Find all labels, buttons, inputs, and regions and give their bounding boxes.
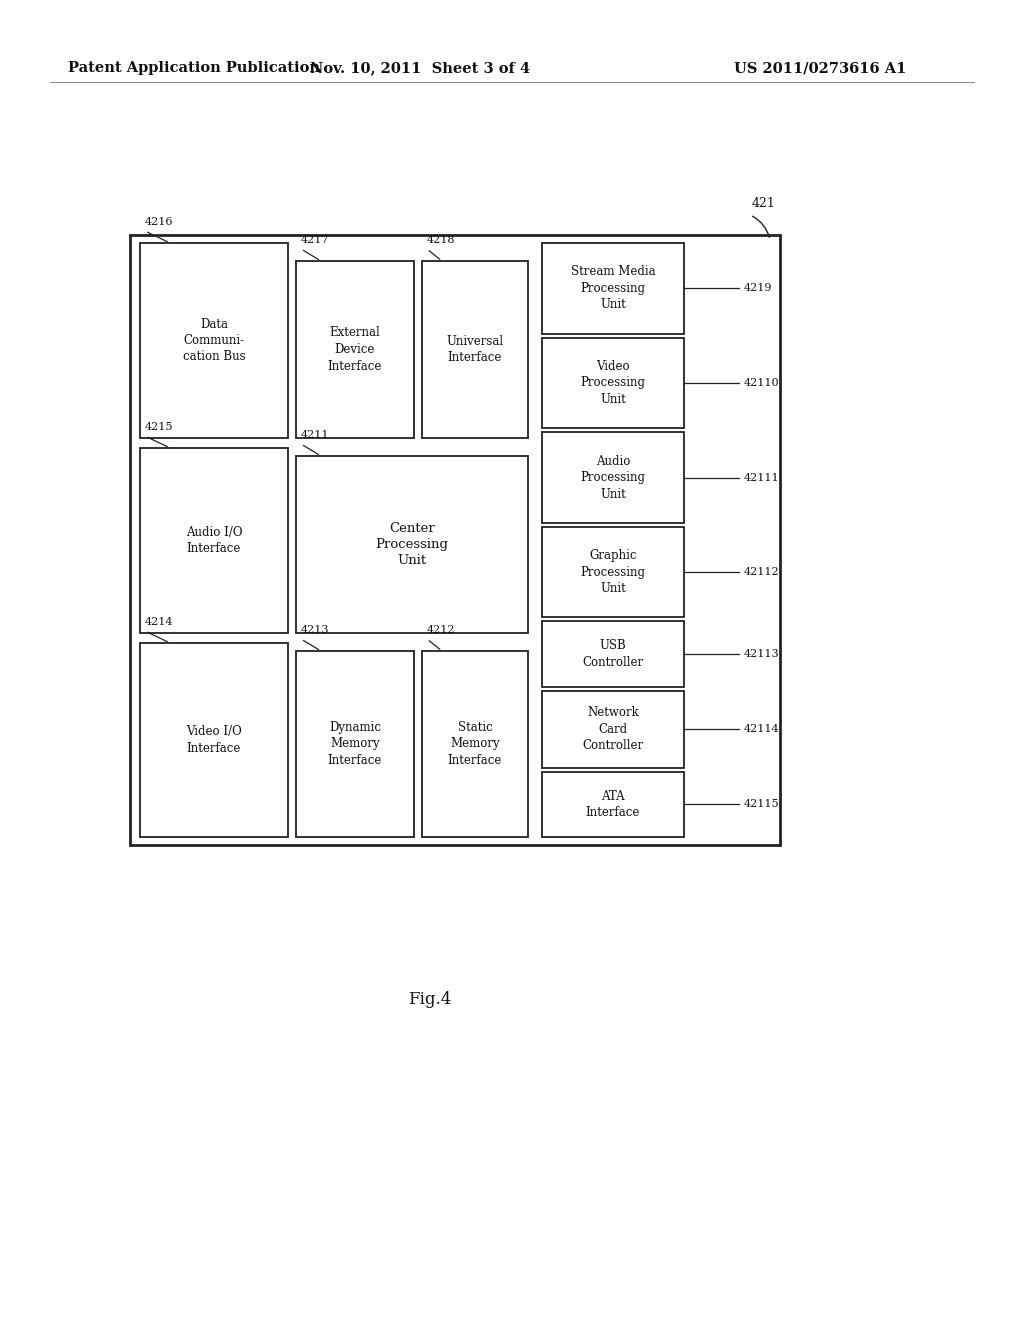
Text: 4211: 4211 [301, 430, 330, 440]
Text: Dynamic
Memory
Interface: Dynamic Memory Interface [328, 721, 382, 767]
Text: Graphic
Processing
Unit: Graphic Processing Unit [581, 549, 645, 595]
Text: Universal
Interface: Universal Interface [446, 335, 504, 364]
Bar [542, 243, 684, 334]
Text: Data
Communi-
cation Bus: Data Communi- cation Bus [182, 318, 246, 363]
Bar [140, 643, 288, 837]
Text: USB
Controller: USB Controller [583, 639, 643, 669]
Bar [140, 447, 288, 634]
Text: Fig.4: Fig.4 [409, 991, 452, 1008]
Bar [542, 772, 684, 837]
Bar [130, 235, 780, 845]
Text: Video I/O
Interface: Video I/O Interface [186, 725, 242, 755]
Text: 421: 421 [752, 197, 776, 210]
Text: 4215: 4215 [145, 422, 173, 432]
Text: 42110: 42110 [744, 378, 779, 388]
Text: ATA
Interface: ATA Interface [586, 789, 640, 820]
Text: 4217: 4217 [301, 235, 330, 246]
Text: Stream Media
Processing
Unit: Stream Media Processing Unit [570, 265, 655, 312]
Text: 42112: 42112 [744, 568, 779, 577]
Bar [140, 243, 288, 438]
Text: Patent Application Publication: Patent Application Publication [68, 61, 319, 75]
Text: Video
Processing
Unit: Video Processing Unit [581, 360, 645, 407]
Bar [422, 651, 528, 837]
Text: Network
Card
Controller: Network Card Controller [583, 706, 643, 752]
Bar [296, 651, 414, 837]
Text: 42113: 42113 [744, 649, 779, 659]
Text: 4216: 4216 [145, 216, 173, 227]
Bar [542, 432, 684, 523]
Text: Static
Memory
Interface: Static Memory Interface [447, 721, 502, 767]
Text: 42114: 42114 [744, 725, 779, 734]
Bar [296, 455, 528, 634]
Bar [296, 261, 414, 438]
Bar [542, 338, 684, 428]
Text: US 2011/0273616 A1: US 2011/0273616 A1 [734, 61, 906, 75]
Text: 4212: 4212 [427, 624, 456, 635]
Bar [542, 622, 684, 686]
Text: Audio I/O
Interface: Audio I/O Interface [185, 525, 243, 556]
Text: 4214: 4214 [145, 616, 173, 627]
Bar [542, 690, 684, 768]
Text: Audio
Processing
Unit: Audio Processing Unit [581, 454, 645, 500]
Text: 4213: 4213 [301, 624, 330, 635]
Text: Center
Processing
Unit: Center Processing Unit [376, 521, 449, 568]
Text: 42115: 42115 [744, 800, 779, 809]
Text: 4218: 4218 [427, 235, 456, 246]
Text: 4219: 4219 [744, 284, 772, 293]
Bar [422, 261, 528, 438]
Bar [542, 527, 684, 618]
Text: External
Device
Interface: External Device Interface [328, 326, 382, 372]
Text: Nov. 10, 2011  Sheet 3 of 4: Nov. 10, 2011 Sheet 3 of 4 [310, 61, 530, 75]
Text: 42111: 42111 [744, 473, 779, 483]
